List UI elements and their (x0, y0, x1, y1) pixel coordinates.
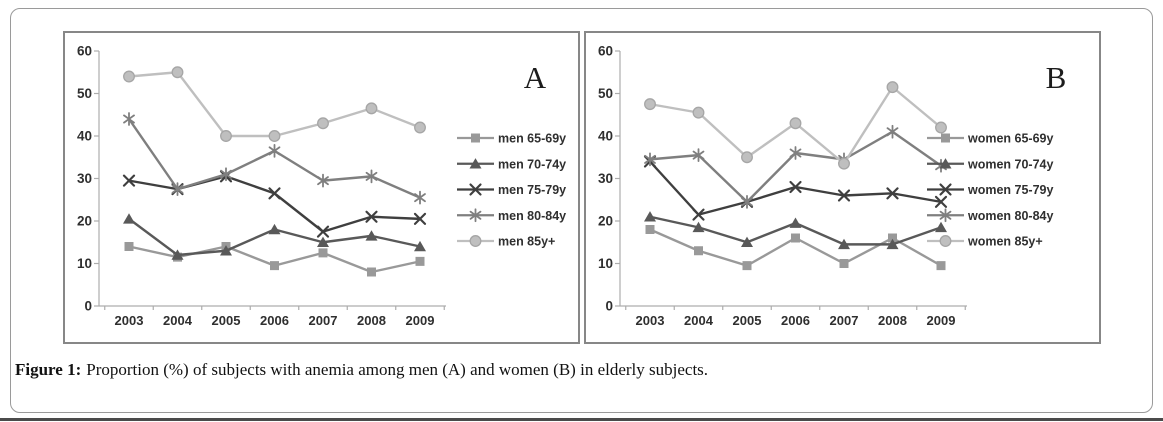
y-tick-label: 20 (598, 214, 613, 229)
x-tick-label: 2009 (927, 313, 956, 328)
y-tick-label: 0 (84, 299, 92, 314)
series-women-65-69y (645, 225, 946, 271)
y-tick-label: 0 (605, 299, 613, 314)
legend-label-men-85y-: men 85y+ (498, 235, 555, 249)
legend-label-men-80-84y: men 80-84y (498, 209, 566, 223)
x-tick-label: 2006 (781, 313, 810, 328)
legend-label-women-75-79y: women 75-79y (967, 183, 1054, 197)
y-tick-label: 10 (77, 256, 92, 271)
chart-panel-a: 0 10 20 30 40 50 60 2003 2004 2005 2006 2007 2008 200… (63, 31, 580, 344)
x-tick-label: 2003 (636, 313, 665, 328)
series-women-70-74y (644, 211, 947, 250)
y-axis: 0 10 20 30 40 50 60 (77, 44, 100, 314)
x-axis: 2003 2004 2005 2006 2007 2008 2009 (99, 305, 446, 328)
chart-panel-b: 0 10 20 30 40 50 60 2003 2004 2005 2006 2007 2008 200… (584, 31, 1101, 344)
y-tick-label: 50 (77, 86, 92, 101)
y-tick-label: 30 (598, 171, 613, 186)
x-tick-label: 2008 (878, 313, 907, 328)
legend: men 65-69y men 70-74y men 75-79y men 80-84y… (457, 132, 566, 249)
series-women-85y- (644, 81, 947, 170)
legend-label-women-65-69y: women 65-69y (967, 132, 1054, 146)
figure-caption: Figure 1: Proportion (%) of subjects with… (15, 359, 1135, 381)
panel-letter-b: B (1046, 60, 1067, 95)
legend-label-women-80-84y: women 80-84y (967, 209, 1054, 223)
y-tick-label: 40 (77, 129, 92, 144)
panel-letter-a: A (524, 60, 547, 95)
series-men-80-84y (123, 112, 426, 205)
x-tick-label: 2007 (830, 313, 859, 328)
y-tick-label: 30 (77, 171, 92, 186)
x-tick-label: 2004 (163, 313, 193, 328)
y-tick-label: 60 (598, 44, 613, 59)
x-axis: 2003 2004 2005 2006 2007 2008 2009 (620, 305, 967, 328)
series-women-75-79y (643, 155, 948, 221)
y-tick-label: 50 (598, 86, 613, 101)
legend-label-men-65-69y: men 65-69y (498, 132, 566, 146)
x-tick-label: 2005 (733, 313, 762, 328)
legend-label-men-70-74y: men 70-74y (498, 157, 566, 171)
y-tick-label: 60 (77, 44, 92, 59)
legend: women 65-69y women 70-74y women 75-79y wome… (927, 132, 1054, 249)
x-tick-label: 2003 (115, 313, 144, 328)
legend-label-women-85y-: women 85y+ (967, 235, 1043, 249)
bottom-divider-bar (0, 418, 1163, 421)
series-men-70-74y (123, 213, 426, 260)
x-tick-label: 2008 (357, 313, 386, 328)
figure-caption-label: Figure 1: (15, 360, 82, 379)
y-axis: 0 10 20 30 40 50 60 (598, 44, 621, 314)
legend-label-women-70-74y: women 70-74y (967, 157, 1054, 171)
series-men-85y- (123, 66, 426, 142)
x-tick-label: 2007 (309, 313, 338, 328)
y-tick-label: 20 (77, 214, 92, 229)
series-men-65-69y (124, 242, 425, 277)
figure-caption-text: Proportion (%) of subjects with anemia a… (86, 360, 709, 379)
x-tick-label: 2009 (406, 313, 435, 328)
y-tick-label: 10 (598, 256, 613, 271)
legend-label-men-75-79y: men 75-79y (498, 183, 566, 197)
x-tick-label: 2004 (684, 313, 714, 328)
x-tick-label: 2006 (260, 313, 289, 328)
x-tick-label: 2005 (212, 313, 241, 328)
figure-card: 0 10 20 30 40 50 60 2003 2004 2005 2006 2007 2008 200… (10, 8, 1153, 413)
y-tick-label: 40 (598, 129, 613, 144)
